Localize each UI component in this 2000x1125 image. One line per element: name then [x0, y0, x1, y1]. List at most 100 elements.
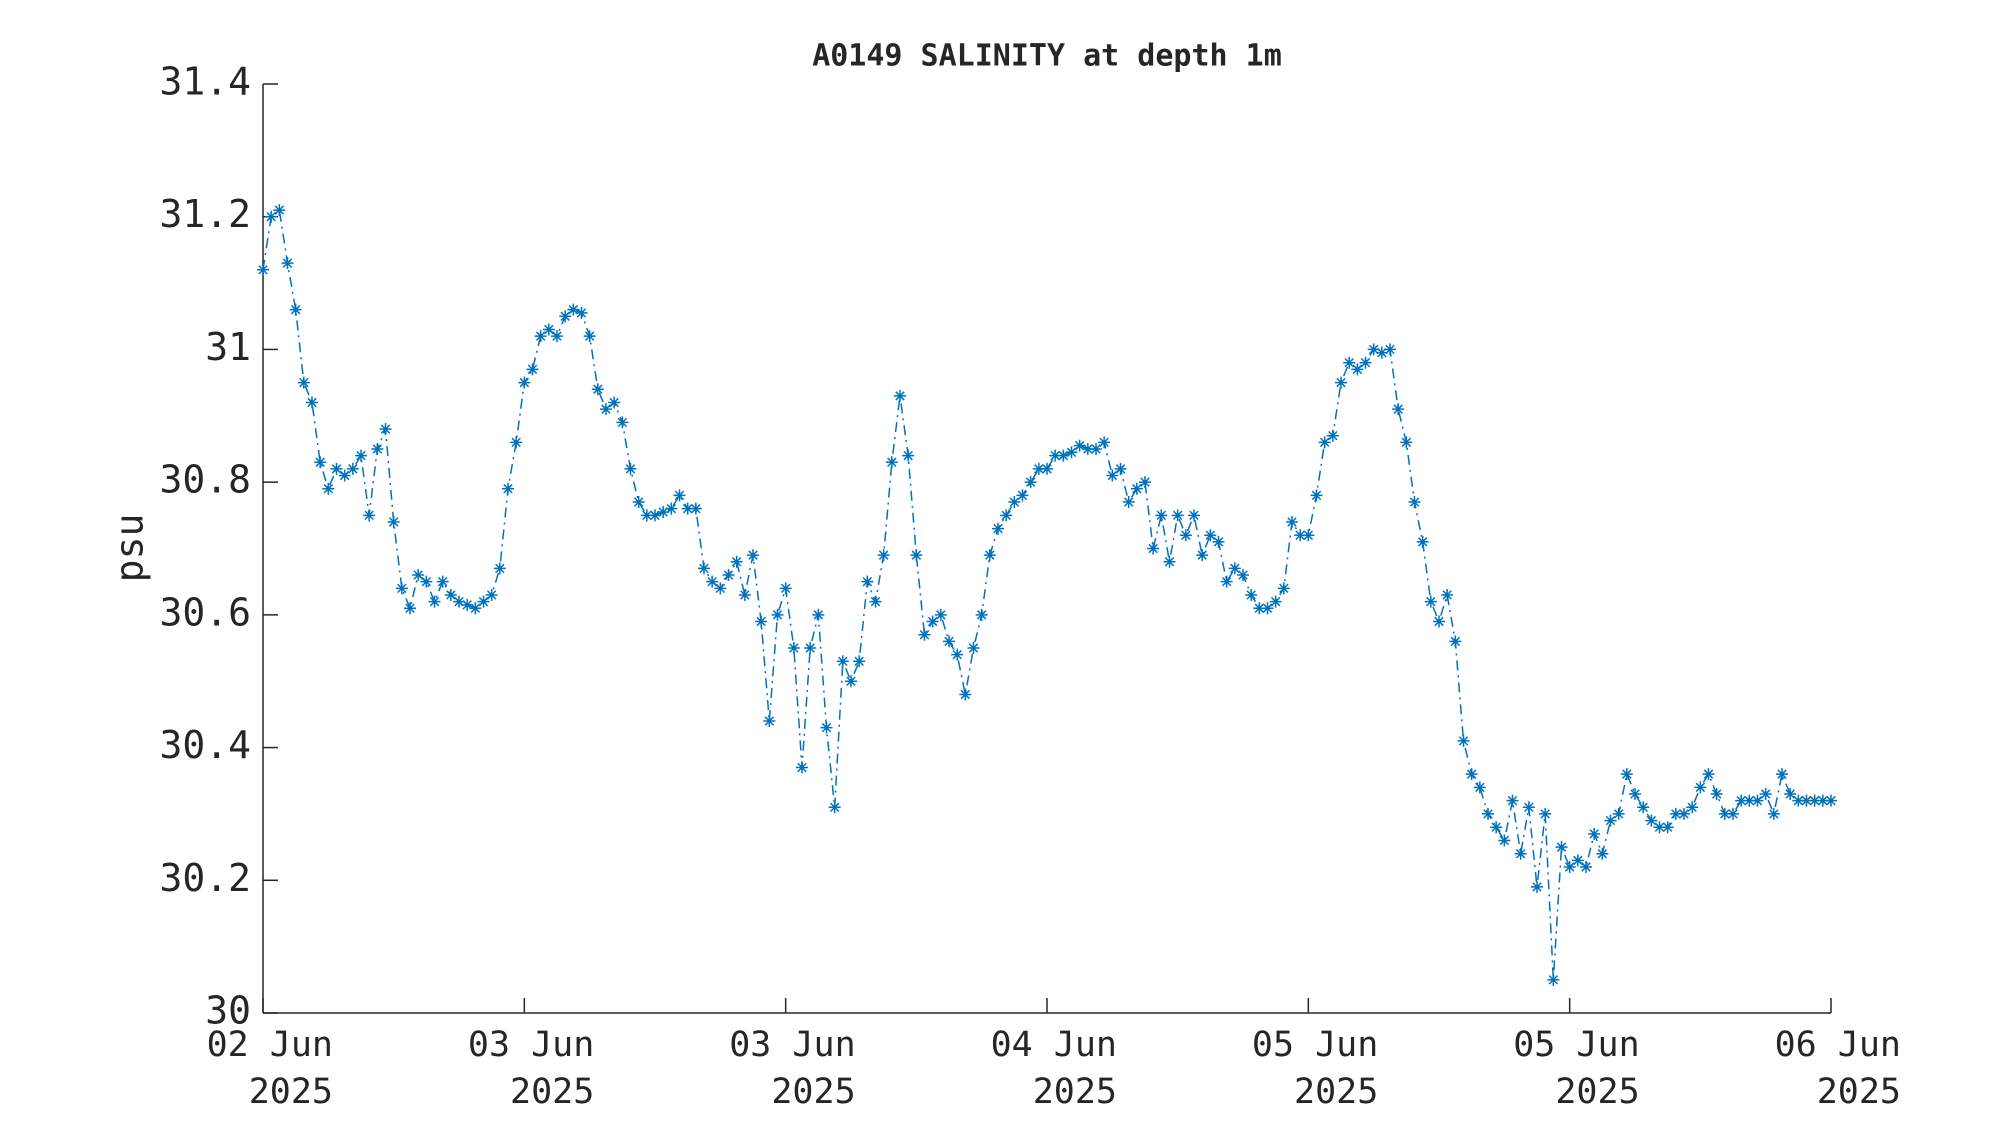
data-point: [1196, 549, 1209, 562]
data-point: [804, 642, 817, 655]
data-point: [1008, 496, 1021, 509]
data-point: [608, 396, 621, 409]
data-point: [665, 502, 678, 515]
data-point: [1269, 595, 1282, 608]
data-point: [1261, 602, 1274, 615]
y-tick-label: 30: [205, 989, 251, 1033]
data-point: [1457, 734, 1470, 747]
data-point: [747, 549, 759, 562]
data-point: [583, 330, 596, 343]
data-point: [1228, 562, 1241, 575]
data-point: [428, 595, 441, 608]
data-point: [1359, 356, 1372, 369]
data-point: [1718, 807, 1731, 820]
data-point: [1571, 854, 1584, 867]
data-point: [1433, 615, 1445, 628]
data-point: [943, 635, 955, 648]
data-point: [1392, 403, 1405, 416]
data-point: [1776, 768, 1788, 781]
data-point: [1580, 861, 1592, 874]
y-axis-label: psu: [108, 514, 152, 583]
data-point: [836, 655, 849, 668]
y-tick-label: 30.2: [159, 856, 251, 900]
data-point: [289, 303, 302, 316]
data-point: [1253, 602, 1266, 615]
data-point: [1049, 449, 1062, 462]
data-point: [853, 655, 866, 668]
data-point: [1727, 807, 1739, 820]
data-point: [1555, 841, 1568, 854]
data-point: [575, 306, 588, 319]
data-point: [763, 715, 776, 728]
data-point: [1367, 343, 1380, 356]
chart-title: A0149 SALINITY at depth 1m: [812, 39, 1282, 74]
x-tick-label: 03 Jun 2025: [467, 1025, 595, 1112]
data-point: [1596, 847, 1609, 860]
data-point: [1139, 476, 1151, 489]
data-point: [1490, 821, 1503, 834]
data-point: [1302, 529, 1315, 542]
data-point: [387, 515, 400, 528]
data-point: [1318, 436, 1331, 449]
data-point: [1808, 794, 1821, 807]
data-point: [787, 642, 800, 655]
data-point: [1310, 489, 1323, 502]
x-tick-label: 05 Jun 2025: [1251, 1025, 1379, 1112]
data-point: [346, 462, 359, 475]
data-point: [1710, 788, 1723, 801]
data-point: [1375, 346, 1388, 359]
data-point: [469, 602, 482, 615]
data-point: [1294, 529, 1307, 542]
data-point: [820, 721, 833, 734]
data-point: [1424, 595, 1437, 608]
data-point: [681, 502, 694, 515]
data-point: [510, 436, 523, 449]
data-point: [1825, 794, 1837, 807]
data-point: [1188, 509, 1200, 522]
data-point: [1792, 794, 1805, 807]
data-point: [828, 801, 841, 814]
data-point: [534, 330, 547, 343]
data-point: [1081, 442, 1094, 455]
data-point: [322, 482, 335, 495]
data-point: [551, 330, 563, 343]
data-point: [1661, 821, 1674, 834]
data-point: [542, 323, 555, 336]
data-point: [1286, 515, 1298, 528]
data-point: [1767, 807, 1780, 820]
y-tick-label: 30.4: [159, 723, 251, 767]
data-point: [1384, 343, 1396, 356]
data-point: [1400, 436, 1413, 449]
data-point: [1114, 462, 1127, 475]
data-point: [1686, 801, 1699, 814]
data-point: [1620, 768, 1633, 781]
data-point: [771, 608, 784, 621]
x-tick-label: 02 Jun 2025: [206, 1025, 333, 1112]
data-point: [1122, 496, 1135, 509]
data-point: [1000, 509, 1013, 522]
data-point: [281, 257, 294, 270]
data-point: [412, 569, 425, 582]
data-point: [632, 496, 645, 509]
data-point: [1629, 788, 1641, 801]
data-point: [918, 628, 931, 641]
data-point: [493, 562, 506, 575]
data-point: [730, 555, 743, 568]
data-point: [1547, 973, 1560, 986]
data-point: [983, 549, 996, 562]
data-point: [314, 456, 327, 469]
data-point: [1800, 794, 1813, 807]
data-point: [379, 423, 392, 436]
data-point: [306, 396, 318, 409]
data-point: [404, 602, 416, 615]
data-point: [885, 456, 898, 469]
data-point: [1784, 788, 1797, 801]
data-point: [1465, 768, 1478, 781]
data-point: [1473, 781, 1486, 794]
data-point: [967, 642, 980, 655]
data-point: [436, 575, 449, 588]
data-point: [1106, 469, 1119, 482]
data-point: [363, 509, 376, 522]
data-point: [951, 648, 964, 661]
data-point: [395, 582, 408, 595]
